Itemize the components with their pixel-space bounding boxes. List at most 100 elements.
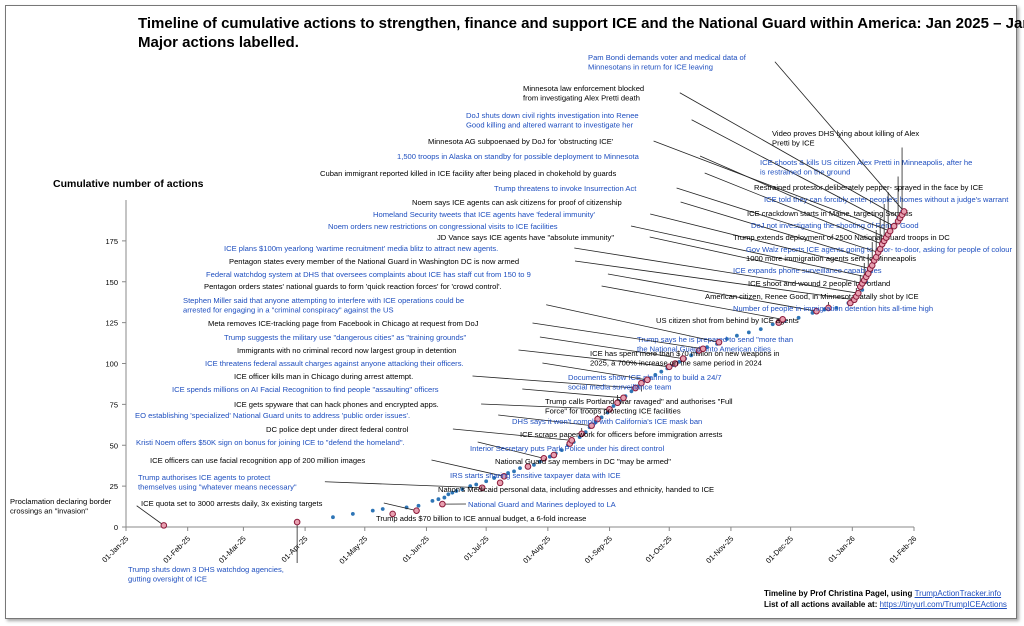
event-label: ICE shoot and wound 2 people in Portland <box>748 279 890 288</box>
leader-line <box>653 140 891 232</box>
x-tick-label: 01-Jul-25 <box>462 534 490 562</box>
event-label-line: Trump calls Portland "war ravaged" and a… <box>545 397 733 406</box>
y-tick-label: 150 <box>105 278 118 287</box>
x-tick-label: 01-Nov-25 <box>704 534 735 565</box>
minor-action-point <box>446 492 451 497</box>
event-label-line: ICE quota set to 3000 arrests daily, 3x … <box>141 499 323 508</box>
minor-action-point <box>474 482 479 487</box>
event-label: Trump calls Portland "war ravaged" and a… <box>545 397 733 416</box>
major-action-point <box>578 430 585 438</box>
x-tick-label: 01-Oct-25 <box>644 534 674 564</box>
event-label: US citizen shot from behind by ICE agent… <box>656 316 799 325</box>
event-label-line: Noem orders new restrictions on congress… <box>328 222 558 231</box>
event-label-line: Number of people in immigration detentio… <box>733 304 933 313</box>
event-label: Number of people in immigration detentio… <box>733 304 933 313</box>
y-tick-label: 50 <box>110 441 118 450</box>
major-action-point <box>614 399 621 407</box>
event-label: Trump suggests the military use "dangero… <box>224 333 467 342</box>
major-action-point <box>854 289 862 297</box>
event-label-line: Pretti by ICE <box>772 139 815 148</box>
action-list-link[interactable]: https://tinyurl.com/TrumpICEActions <box>879 600 1007 609</box>
leader-line <box>452 428 572 441</box>
event-label: Kristi Noem offers $50K sign on bonus fo… <box>136 438 405 447</box>
major-action-point <box>540 455 548 462</box>
figure-frame <box>5 5 1017 619</box>
leader-line <box>324 481 483 489</box>
y-axis-label: Cumulative number of actions <box>53 178 204 190</box>
major-action-point <box>496 479 504 487</box>
event-label-line: themselves using "whatever means necessa… <box>138 483 297 492</box>
x-tick-label: 01-Jan-26 <box>826 534 856 564</box>
minor-action-point <box>436 497 441 502</box>
event-label: ICE threatens federal assault charges ag… <box>205 359 464 368</box>
credits-line-2-text: List of all actions available at: <box>764 600 880 609</box>
event-label: Homeland Security tweets that ICE agents… <box>373 210 596 219</box>
leader-line <box>676 187 879 253</box>
event-label: Nation's Medicaid personal data, includi… <box>438 485 714 494</box>
event-label-line: 1,500 troops in Alaska on standby for po… <box>397 152 640 161</box>
event-label: Trump shuts down 3 DHS watchdog agencies… <box>128 565 284 584</box>
minor-action-point <box>758 327 763 332</box>
minor-action-point <box>430 498 435 503</box>
event-label-line: Good killing and altered warrant to inve… <box>466 121 634 130</box>
event-label: National Guard and Marines deployed to L… <box>468 500 617 509</box>
event-label-line: ICE shoots & kills US citizen Alex Prett… <box>760 158 972 167</box>
event-label-line: American citizen, Renee Good, in Minneso… <box>705 292 919 301</box>
event-label: Trump authorises ICE agents to protect th… <box>138 473 297 492</box>
leader-line <box>136 505 165 526</box>
minor-action-point <box>746 330 751 335</box>
event-label: Interior Secretary puts Park Police unde… <box>470 444 664 453</box>
credits-line-1-text: Timeline by Prof Christina Pagel, using <box>764 589 915 598</box>
tracker-link[interactable]: TrumpActionTracker.info <box>914 589 1002 598</box>
x-tick-label: 01-Aug-25 <box>521 534 552 565</box>
minor-action-point <box>796 315 801 320</box>
event-label: ICE gets spyware that can hack phones an… <box>234 400 439 409</box>
major-action-point <box>679 355 687 362</box>
leader-line <box>774 61 905 212</box>
y-tick-label: 175 <box>105 237 118 246</box>
minor-action-point <box>454 489 459 493</box>
major-action-point <box>671 360 679 367</box>
leader-line <box>630 225 867 278</box>
event-label-line: ICE shoot and wound 2 people in Portland <box>748 279 890 288</box>
event-label-line: ICE officer kills man in Chicago during … <box>234 372 413 381</box>
leader-line <box>498 414 592 427</box>
credits: Timeline by Prof Christina Pagel, using … <box>764 588 1007 610</box>
x-tick-label: 01-Sep-25 <box>583 534 614 565</box>
major-action-point <box>886 227 894 235</box>
event-label: IRS starts sharing sensitive taxpayer da… <box>450 471 621 480</box>
event-label-line: Trump threatens to invoke Insurrection A… <box>494 184 637 193</box>
event-label: ICE told they can forcibly enter people'… <box>764 195 1009 204</box>
event-label: ICE has spent more than $70 million on n… <box>590 349 780 368</box>
major-action-point <box>568 437 576 444</box>
event-label-line: from investigating Alex Pretti death <box>523 94 640 103</box>
event-label-line: JD Vance says ICE agents have "absolute … <box>437 233 614 242</box>
event-label-line: Trump adds $70 billion to ICE annual bud… <box>376 514 586 523</box>
major-action-point <box>715 338 723 346</box>
event-label: Documents show ICE planning to build a 2… <box>568 373 722 392</box>
minor-action-point <box>834 306 839 310</box>
major-action-point <box>594 415 601 423</box>
event-label: ICE officers can use facial recognition … <box>150 456 365 465</box>
leader-line <box>539 336 684 359</box>
event-label-line: Documents show ICE planning to build a 2… <box>568 373 722 382</box>
event-label: National Guard say members in DC "may be… <box>495 457 671 466</box>
event-label: Video proves DHS lying about killing of … <box>772 129 919 148</box>
y-tick-label: 125 <box>105 319 118 328</box>
event-label: Pentagon orders states' national guards … <box>204 282 502 291</box>
minor-action-point <box>689 353 694 358</box>
major-action-point <box>500 473 508 480</box>
major-action-point <box>813 307 820 315</box>
event-label-line: Stephen Miller said that anyone attempti… <box>183 296 464 305</box>
major-action-point <box>439 500 446 508</box>
leader-line <box>546 304 720 343</box>
event-label-line: DHS says it won't comply with California… <box>512 417 702 426</box>
x-tick-label: 01-May-25 <box>337 534 369 566</box>
event-label-line: Trump extends deployment of 2500 Nationa… <box>733 233 950 242</box>
event-label-line: Minnesota law enforcement blocked <box>523 84 644 93</box>
major-action-point <box>389 510 396 518</box>
event-label-line: 2025, a 700% increase on the same period… <box>590 359 762 368</box>
leader-line <box>650 213 871 270</box>
x-tick-label: 01-Feb-26 <box>888 534 919 565</box>
event-label: DC police dept under direct federal cont… <box>266 425 409 434</box>
